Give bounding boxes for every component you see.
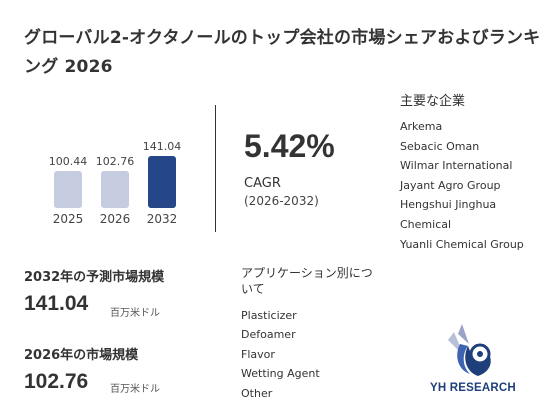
logo-icon: [448, 324, 491, 376]
cagr-value: 5.42%: [244, 128, 335, 164]
company-item: Sebacic Oman: [400, 139, 480, 153]
company-item: Arkema: [400, 120, 443, 133]
bar-group-2032: 141.04 2032: [143, 136, 182, 236]
company-item: Hengshui Jinghua: [400, 198, 497, 212]
bar-category-label: 2026: [99, 212, 131, 226]
divider: [215, 105, 216, 232]
forecast-unit: 百万米ドル: [110, 308, 160, 319]
bar-value-label: 100.44: [48, 155, 88, 168]
forecast-label: 2032年の予測市場規模: [24, 270, 165, 285]
bar-2026: [101, 171, 129, 208]
bar-group-2026: 102.76 2026: [96, 136, 135, 236]
bar-category-label: 2025: [52, 212, 84, 226]
yh-research-logo: YH RESEARCH: [418, 318, 528, 400]
company-item: Yuanli Chemical Group: [400, 237, 524, 251]
bar-value-label: 141.04: [142, 140, 182, 153]
application-item: Plasticizer: [241, 309, 297, 322]
cagr-label: CAGR: [244, 176, 281, 191]
application-item: Wetting Agent: [241, 367, 320, 381]
bar-2025: [54, 171, 82, 208]
applications-list: Plasticizer Defoamer Flavor Wetting Agen…: [241, 306, 320, 403]
applications-title: アプリケーション別について: [241, 266, 373, 296]
bar-group-2025: 100.44 2025: [49, 136, 88, 236]
application-item: Defoamer: [241, 328, 296, 342]
bar-category-label: 2032: [146, 212, 178, 226]
company-item: Wilmar International: [400, 159, 513, 173]
companies-title: 主要な企業: [400, 94, 466, 109]
bar-chart: 100.44 2025 102.76 2026 141.04 2032: [40, 136, 200, 236]
current-unit: 百万米ドル: [110, 384, 160, 395]
company-item: Jayant Agro Group: [400, 178, 501, 192]
application-item: Flavor: [241, 347, 275, 361]
forecast-value: 141.04: [24, 292, 89, 315]
application-item: Other: [241, 386, 273, 400]
bar-2032: [148, 156, 176, 208]
bar-value-label: 102.76: [95, 155, 135, 168]
company-item: Chemical: [400, 217, 452, 231]
current-value: 102.76: [24, 370, 89, 393]
logo-text: YH RESEARCH: [430, 382, 516, 394]
companies-list: Arkema Sebacic Oman Wilmar International…: [400, 117, 524, 254]
page-title: グローバル2-オクタノールのトップ会社の市場シェアおよびランキング 2026: [24, 28, 541, 77]
cagr-period: (2026-2032): [244, 194, 319, 208]
current-label: 2026年の市場規模: [24, 348, 139, 363]
